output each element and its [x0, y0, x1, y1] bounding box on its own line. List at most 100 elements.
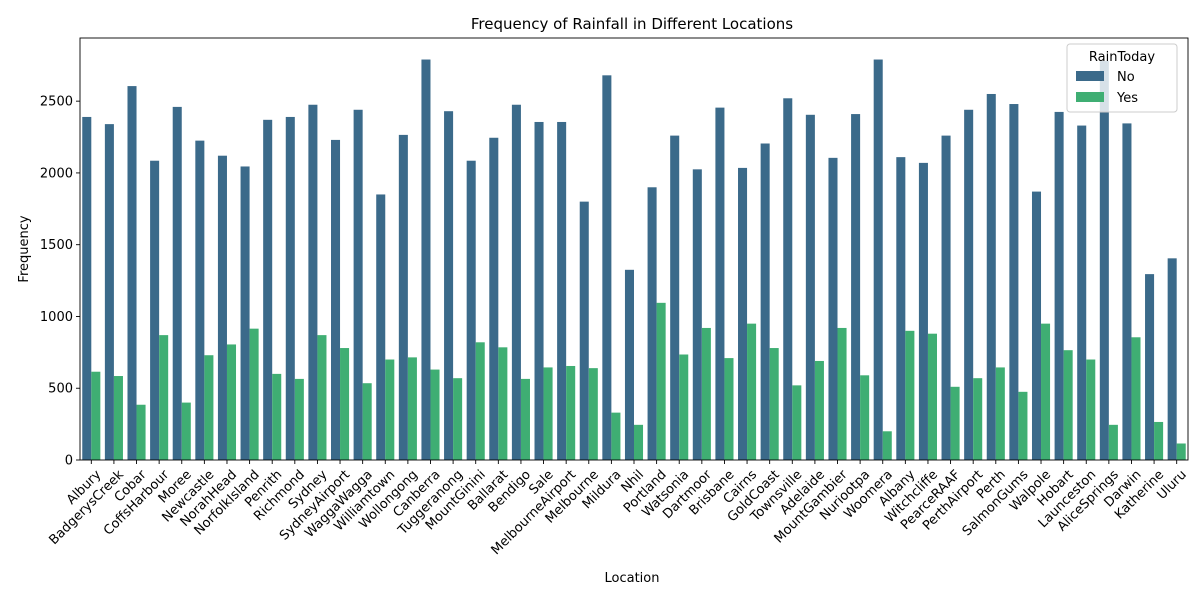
bar-no-pearceraaf	[941, 135, 951, 461]
bar-yes-cobar	[136, 404, 146, 460]
y-tick-label: 500	[48, 382, 73, 397]
bar-yes-norfolkisland	[249, 328, 259, 460]
bar-yes-dartmoor	[701, 327, 711, 460]
bar-no-perth	[986, 93, 996, 460]
bar-yes-uluru	[1176, 443, 1186, 460]
bar-yes-williamtown	[385, 359, 395, 460]
bar-no-nuriootpa	[851, 114, 861, 460]
chart-title: Frequency of Rainfall in Different Locat…	[471, 15, 793, 33]
bar-yes-mountginini	[475, 342, 485, 460]
bar-no-adelaide	[805, 114, 815, 460]
bar-no-williamtown	[376, 194, 386, 460]
bar-no-melbourneairport	[557, 121, 567, 460]
bar-no-walpole	[1031, 191, 1042, 460]
bar-yes-hobart	[1063, 350, 1073, 460]
bar-no-hobart	[1054, 111, 1064, 461]
bar-yes-witchcliffe	[927, 333, 937, 460]
bar-yes-adelaide	[814, 360, 824, 460]
bar-yes-perth	[995, 367, 1005, 460]
bar-no-newcastle	[195, 140, 205, 460]
bar-no-badgeryscreek	[104, 124, 114, 461]
bar-yes-pearceraaf	[950, 386, 960, 460]
y-tick-label: 2000	[40, 166, 73, 181]
bar-no-townsville	[783, 98, 793, 460]
bar-yes-woomera	[882, 431, 892, 460]
bar-yes-penrith	[272, 373, 282, 460]
bar-no-moree	[172, 106, 182, 461]
bar-no-portland	[647, 187, 657, 460]
bar-no-mildura	[602, 75, 612, 460]
bar-yes-sydneyairport	[340, 348, 350, 460]
bar-yes-nhil	[634, 424, 644, 460]
bar-no-perthairport	[964, 109, 974, 461]
bar-yes-walpole	[1041, 323, 1051, 460]
bar-yes-ballarat	[498, 347, 508, 460]
bar-yes-mildura	[611, 412, 621, 460]
bar-no-sale	[534, 121, 544, 460]
bar-yes-waggawagga	[362, 383, 372, 460]
bar-yes-newcastle	[204, 355, 214, 460]
bar-no-darwin	[1122, 123, 1132, 461]
bar-yes-mountgambier	[837, 327, 847, 460]
bar-no-albury	[82, 116, 92, 460]
bar-no-witchcliffe	[918, 162, 928, 460]
bar-no-cobar	[127, 86, 137, 460]
bar-no-alicesprings	[1099, 60, 1109, 460]
bar-no-tuggeranong	[444, 111, 454, 460]
bar-no-norfolkisland	[240, 166, 250, 460]
bar-yes-norahhead	[226, 344, 237, 460]
bar-no-penrith	[263, 119, 273, 460]
bar-yes-salmongums	[1018, 391, 1028, 460]
bar-yes-richmond	[294, 378, 304, 460]
bar-yes-alicesprings	[1108, 424, 1118, 460]
y-tick-label: 2500	[40, 95, 73, 110]
bar-yes-darwin	[1131, 337, 1141, 460]
bar-no-cairns	[738, 167, 748, 460]
bar-yes-watsonia	[679, 354, 689, 460]
legend-label-no: No	[1117, 70, 1135, 85]
bar-yes-katherine	[1154, 421, 1164, 460]
bar-yes-sydney	[317, 335, 327, 460]
bar-yes-portland	[656, 302, 666, 460]
bar-no-watsonia	[670, 135, 680, 461]
bar-yes-albury	[91, 371, 101, 460]
y-tick-label: 1000	[40, 310, 73, 325]
y-tick-label: 0	[65, 454, 73, 469]
legend-title: RainToday	[1089, 50, 1155, 65]
legend-label-yes: Yes	[1116, 91, 1138, 106]
bar-no-canberra	[421, 59, 431, 460]
bar-yes-brisbane	[724, 358, 734, 460]
bar-no-waggawagga	[353, 109, 363, 461]
legend-swatch-yes	[1076, 92, 1104, 102]
bar-no-salmongums	[1009, 104, 1019, 460]
bar-no-sydneyairport	[331, 139, 341, 460]
bars-group	[82, 59, 1186, 461]
x-axis-label: Location	[605, 571, 660, 586]
bar-yes-cairns	[747, 323, 757, 460]
bar-yes-melbourneairport	[566, 365, 576, 460]
bar-yes-coffsharbour	[159, 335, 169, 460]
bar-no-dartmoor	[692, 169, 702, 460]
bar-yes-moree	[181, 402, 191, 460]
bar-no-uluru	[1167, 258, 1177, 460]
bar-no-melbourne	[579, 201, 589, 460]
bar-yes-goldcoast	[769, 348, 779, 460]
bar-yes-badgeryscreek	[113, 376, 123, 460]
bar-no-nhil	[624, 269, 634, 460]
bar-no-norahhead	[217, 155, 227, 460]
bar-no-sydney	[308, 104, 318, 461]
bar-yes-melbourne	[588, 368, 598, 460]
bar-no-ballarat	[489, 137, 499, 460]
bar-no-goldcoast	[760, 143, 770, 460]
bar-no-woomera	[873, 59, 883, 460]
bar-no-albany	[896, 157, 906, 460]
bar-yes-sale	[543, 367, 553, 460]
bar-no-bendigo	[511, 104, 521, 461]
bar-yes-tuggeranong	[453, 378, 463, 460]
legend-swatch-no	[1076, 71, 1104, 81]
bar-no-coffsharbour	[150, 160, 160, 460]
y-axis-label: Frequency	[17, 215, 32, 282]
bar-yes-townsville	[792, 385, 802, 460]
bar-no-katherine	[1145, 274, 1155, 460]
